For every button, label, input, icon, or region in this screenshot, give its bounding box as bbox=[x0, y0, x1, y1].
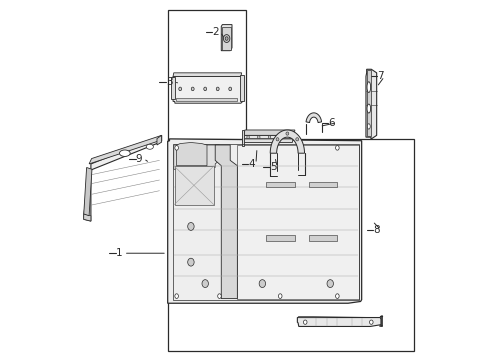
Ellipse shape bbox=[335, 145, 339, 150]
Ellipse shape bbox=[246, 136, 249, 139]
Ellipse shape bbox=[366, 124, 369, 129]
Bar bbox=[167, 139, 413, 351]
Text: 1: 1 bbox=[116, 248, 122, 258]
Polygon shape bbox=[297, 316, 380, 318]
Ellipse shape bbox=[278, 294, 282, 298]
Polygon shape bbox=[176, 98, 237, 101]
Ellipse shape bbox=[278, 136, 281, 139]
Ellipse shape bbox=[175, 145, 178, 150]
Ellipse shape bbox=[179, 87, 181, 91]
Polygon shape bbox=[83, 167, 92, 216]
Text: 2: 2 bbox=[212, 27, 219, 37]
Polygon shape bbox=[305, 113, 321, 122]
Text: 3: 3 bbox=[166, 77, 172, 87]
Ellipse shape bbox=[303, 320, 306, 324]
Bar bbox=[308, 182, 337, 187]
Polygon shape bbox=[270, 130, 304, 153]
Ellipse shape bbox=[203, 87, 206, 91]
Polygon shape bbox=[242, 130, 244, 146]
Ellipse shape bbox=[257, 136, 260, 139]
Polygon shape bbox=[237, 145, 358, 298]
Polygon shape bbox=[173, 73, 241, 76]
Polygon shape bbox=[221, 24, 231, 51]
Polygon shape bbox=[83, 135, 162, 221]
Ellipse shape bbox=[187, 258, 194, 266]
Ellipse shape bbox=[216, 87, 219, 91]
Ellipse shape bbox=[259, 280, 265, 288]
Polygon shape bbox=[297, 318, 380, 327]
Polygon shape bbox=[244, 130, 294, 135]
Ellipse shape bbox=[146, 144, 153, 149]
Ellipse shape bbox=[202, 280, 208, 288]
Polygon shape bbox=[157, 135, 162, 145]
Ellipse shape bbox=[285, 132, 288, 135]
Polygon shape bbox=[89, 135, 162, 164]
Text: 4: 4 bbox=[248, 159, 254, 169]
Ellipse shape bbox=[335, 294, 339, 298]
Ellipse shape bbox=[295, 138, 298, 141]
Polygon shape bbox=[366, 70, 370, 136]
Polygon shape bbox=[215, 145, 237, 298]
Ellipse shape bbox=[369, 320, 372, 324]
Bar bbox=[308, 235, 337, 241]
Text: 6: 6 bbox=[328, 118, 335, 128]
Polygon shape bbox=[175, 166, 214, 205]
Ellipse shape bbox=[225, 37, 227, 40]
Polygon shape bbox=[365, 69, 376, 139]
Ellipse shape bbox=[268, 136, 270, 139]
Polygon shape bbox=[167, 139, 361, 303]
Polygon shape bbox=[222, 27, 231, 50]
Ellipse shape bbox=[187, 222, 194, 230]
Ellipse shape bbox=[223, 35, 229, 42]
Bar bbox=[265, 235, 294, 241]
Text: 7: 7 bbox=[376, 71, 383, 81]
Ellipse shape bbox=[191, 87, 194, 91]
Polygon shape bbox=[171, 77, 175, 99]
Polygon shape bbox=[176, 143, 206, 166]
Ellipse shape bbox=[217, 294, 221, 298]
Bar bbox=[265, 182, 294, 187]
Ellipse shape bbox=[175, 294, 178, 298]
Polygon shape bbox=[242, 135, 294, 139]
Polygon shape bbox=[240, 75, 244, 101]
Polygon shape bbox=[173, 145, 219, 169]
Bar bbox=[173, 144, 358, 300]
Text: 5: 5 bbox=[269, 162, 276, 172]
Ellipse shape bbox=[276, 138, 278, 141]
Text: 9: 9 bbox=[136, 154, 142, 163]
Ellipse shape bbox=[289, 136, 292, 139]
Ellipse shape bbox=[326, 280, 333, 288]
Ellipse shape bbox=[366, 104, 370, 113]
Ellipse shape bbox=[228, 87, 231, 91]
Polygon shape bbox=[173, 76, 242, 103]
Polygon shape bbox=[242, 139, 292, 143]
Text: 8: 8 bbox=[373, 225, 379, 235]
Ellipse shape bbox=[366, 82, 370, 93]
Ellipse shape bbox=[119, 150, 130, 157]
Polygon shape bbox=[83, 214, 91, 221]
Bar bbox=[167, 10, 246, 144]
